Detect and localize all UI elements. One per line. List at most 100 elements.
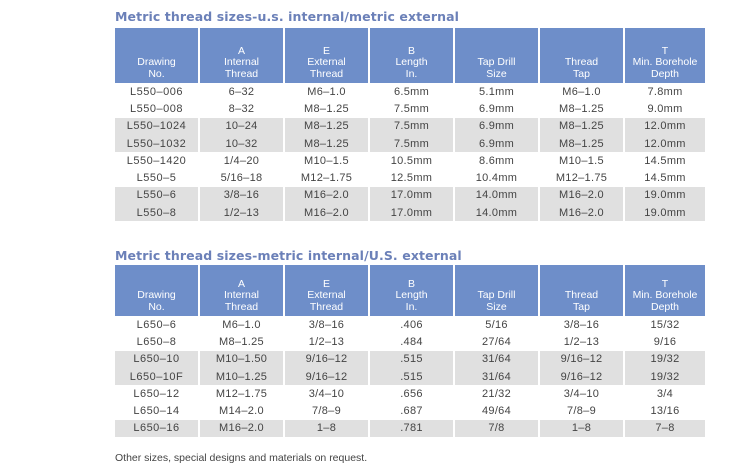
column-header: A Internal Thread	[200, 28, 283, 83]
table-cell: M14–2.0	[219, 405, 264, 418]
table-cell: 9.0mm	[647, 102, 683, 115]
table-cell: 17.0mm	[370, 204, 453, 222]
table-row: L650–12 M12–1.75 3/4–10 .656 21/32 3/4–10 3/4	[115, 385, 705, 402]
table-cell: L550–5	[136, 172, 177, 185]
table-cell: 6.9mm	[478, 102, 515, 115]
column-header: B Length In.	[370, 28, 453, 83]
table-cell: 7/8	[455, 419, 538, 438]
table-cell: L550–6	[115, 186, 198, 205]
table-cell: M8–1.25	[540, 117, 623, 135]
table-cell: L650–14	[133, 405, 180, 418]
column-header-line: Thread	[224, 300, 259, 313]
table-cell: M8–1.25	[304, 102, 349, 115]
table-cell: 1/2–13	[563, 335, 600, 348]
table-header-row: Drawing No. A Internal Thread E External Thread…	[115, 265, 705, 316]
table-cell: 14.5mm	[644, 154, 686, 167]
table-row: L550–8 1/2–13 M16–2.0 17.0mm 14.0mm M16–2.0 19…	[115, 204, 705, 222]
column-header-line: Drawing	[137, 289, 176, 301]
table-cell: M16–2.0	[200, 419, 283, 438]
table-row: L650–16 M16–2.0 1–8.781 7/8 1–8 7–8	[115, 419, 705, 438]
table-cell: 19.0mm	[625, 186, 705, 205]
table-cell: L650–10F	[115, 367, 198, 386]
table-row: L650–8 M8–1.25 1/2–13 .484 27/64 1/2–13 9/16	[115, 333, 705, 350]
table-cell: 3/4	[656, 387, 674, 400]
table-cell: M10–1.5	[304, 154, 349, 167]
table-cell: .515	[370, 350, 453, 368]
table-cell: L550–008	[130, 102, 183, 115]
column-header-line: Thread	[564, 56, 599, 68]
column-header: T Min. Borehole Depth	[625, 28, 705, 83]
table-cell: 10–32	[200, 134, 283, 153]
table-cell: 3/4–10	[308, 387, 345, 400]
column-header-line: Thread	[224, 67, 259, 80]
table-cell: L650–10	[115, 350, 198, 368]
column-header: E External Thread	[285, 265, 368, 316]
table-cell: L550–8	[115, 204, 198, 222]
table-cell: 1/2–13	[200, 204, 283, 222]
table-row: L550–1024 10–24 M8–1.25 7.5mm 6.9mm M8–1.25 12…	[115, 117, 705, 135]
table-cell: 5.1mm	[478, 85, 515, 98]
column-header-line: Tap Drill	[477, 289, 516, 301]
table-cell: L550–006	[130, 85, 183, 98]
column-header-line: Thread	[309, 67, 344, 80]
table-cell: M10–1.5	[559, 154, 604, 167]
table-cell: 10.5mm	[390, 154, 433, 167]
table-cell: 5/16	[485, 318, 508, 331]
table-cell: 14.5mm	[644, 172, 686, 185]
table-cell: .515	[370, 367, 453, 386]
table-cell: 14.0mm	[455, 204, 538, 222]
table-cell: M16–2.0	[285, 186, 368, 205]
table-cell: 6.9mm	[455, 134, 538, 153]
column-header-line: E	[322, 44, 330, 57]
table-cell: 13/16	[650, 405, 680, 418]
column-header: Tap Drill Size	[455, 28, 538, 83]
table-cell: M16–2.0	[540, 204, 623, 222]
column-header-line: Tap	[573, 300, 590, 313]
table-cell: .687	[400, 405, 423, 418]
column-header-line: A	[237, 277, 245, 290]
thread-table-metric-internal: Drawing No. A Internal Thread E External Thread…	[113, 265, 707, 438]
table-title-metric-internal: Metric thread sizes-metric internal/U.S.…	[115, 248, 462, 263]
table-cell: 19/32	[625, 350, 705, 368]
table-cell: M8–1.25	[540, 134, 623, 153]
column-header-line: No.	[148, 67, 165, 80]
column-header-line: A	[237, 44, 245, 57]
column-header: Tap Drill Size	[455, 265, 538, 316]
table-cell: 7.5mm	[393, 102, 430, 115]
table-cell: 7/8–9	[566, 405, 597, 418]
table-cell: 21/32	[481, 387, 512, 400]
column-header: Drawing No.	[115, 265, 198, 316]
table-cell: 49/64	[481, 405, 512, 418]
table-cell: 7–8	[625, 419, 705, 438]
table-cell: 9/16–12	[285, 350, 368, 368]
table-cell: .484	[400, 335, 423, 348]
table-cell: 9/16–12	[285, 367, 368, 386]
table-cell: .406	[400, 318, 423, 331]
table-cell: 10.4mm	[475, 172, 518, 185]
column-header-line: Internal	[223, 56, 260, 68]
table-cell: L550–1420	[126, 154, 187, 167]
table-cell: 9/16	[653, 335, 677, 348]
table-cell: 3/8–16	[563, 318, 600, 331]
table-cell: 15/32	[650, 318, 680, 331]
table-row: L550–6 3/8–16 M16–2.0 17.0mm 14.0mm M16–2.0 19…	[115, 186, 705, 205]
column-header-line: Depth	[650, 300, 680, 313]
table-cell: 8.6mm	[478, 154, 515, 167]
table-cell: L650–16	[115, 419, 198, 438]
column-header-line: Thread	[309, 300, 344, 313]
column-header-line: Depth	[650, 67, 680, 80]
table-cell: 7.5mm	[370, 134, 453, 153]
column-header-line: T	[661, 44, 669, 57]
table-cell: 14.0mm	[455, 186, 538, 205]
table-cell: 19/32	[625, 367, 705, 386]
table-cell: 12.0mm	[625, 117, 705, 135]
column-header-line: In.	[405, 300, 418, 313]
table-cell: 6.9mm	[455, 117, 538, 135]
table-cell: M16–2.0	[285, 204, 368, 222]
table-cell: M6–1.0	[222, 318, 261, 331]
table-title-us-internal: Metric thread sizes-u.s. internal/metric…	[115, 9, 459, 24]
column-header: B Length In.	[370, 265, 453, 316]
table-cell: 1–8	[285, 419, 368, 438]
table-cell: M8–1.25	[219, 335, 264, 348]
column-header-line: Internal	[223, 289, 260, 301]
